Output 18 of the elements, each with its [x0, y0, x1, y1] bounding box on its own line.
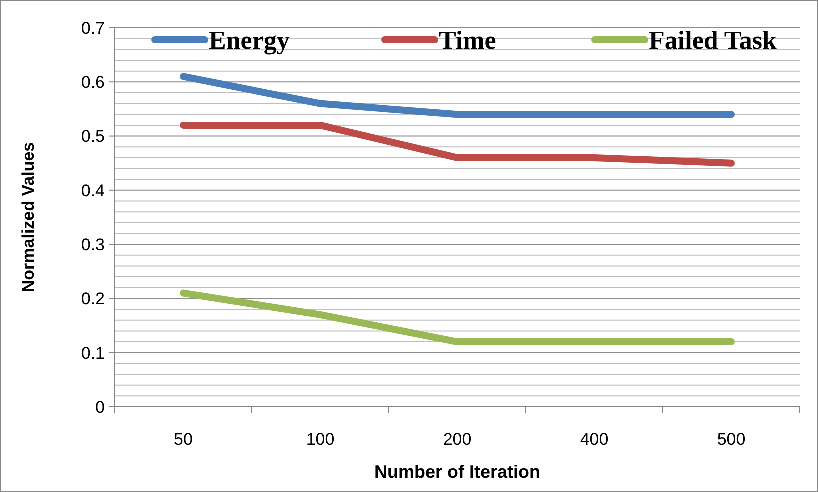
legend-label: Time — [439, 26, 496, 56]
y-tick-label: 0.6 — [81, 73, 105, 92]
y-tick-label: 0.1 — [81, 344, 105, 363]
x-tick-label: 400 — [580, 430, 609, 449]
x-tick-label: 500 — [717, 430, 746, 449]
x-axis-title: Number of Iteration — [374, 462, 541, 482]
legend-label: Failed Task — [649, 26, 778, 56]
y-tick-label: 0.3 — [81, 236, 105, 255]
y-axis-title: Normalized Values — [19, 142, 38, 293]
x-tick-label: 50 — [174, 430, 193, 449]
y-tick-label: 0.2 — [81, 290, 105, 309]
y-tick-label: 0.7 — [81, 18, 105, 38]
legend-label: Energy — [209, 26, 290, 56]
x-tick-label: 200 — [443, 430, 472, 449]
y-tick-label: 0.5 — [81, 127, 105, 146]
y-tick-label: 0 — [96, 398, 105, 417]
x-tick-label: 100 — [306, 430, 335, 449]
y-tick-label: 0.4 — [81, 181, 105, 200]
